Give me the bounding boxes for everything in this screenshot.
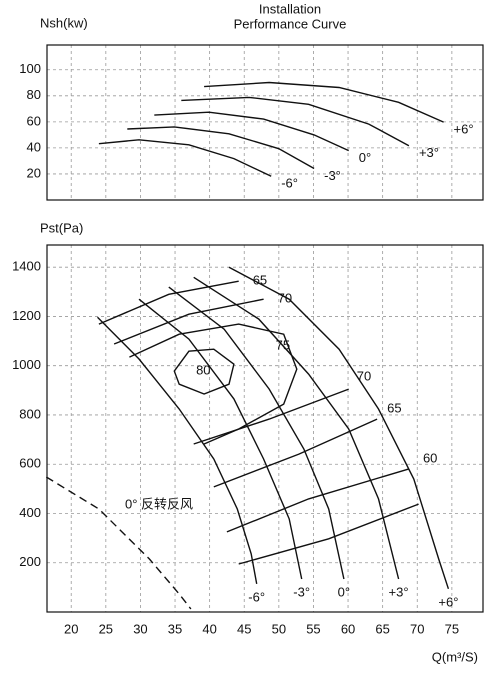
blade-curve [138,298,303,580]
x-tick-label: 30 [133,621,147,636]
y-axis-label: Pst(Pa) [40,220,83,235]
legend-label: +6° [454,122,474,137]
y-tick-label: 200 [19,554,41,569]
y-tick-label: 600 [19,456,41,471]
efficiency-label: 70 [357,369,371,384]
y-tick-label: 400 [19,505,41,520]
y-tick-label: 1400 [12,259,41,274]
x-tick-label: 65 [375,621,389,636]
efficiency-label: 75 [276,338,290,353]
chart-subtitle: Performance Curve [234,16,347,31]
efficiency-label: 70 [278,291,292,306]
y-tick-label: 1000 [12,357,41,372]
blade-curve [98,139,272,177]
x-axis-label: Q(m³/S) [432,649,478,664]
efficiency-curve [98,280,239,325]
x-tick-label: 70 [410,621,424,636]
legend-label: +6° [438,594,458,609]
x-tick-label: 40 [202,621,216,636]
efficiency-curve [173,348,235,395]
efficiency-curve [213,418,378,488]
efficiency-curve [193,388,349,445]
blade-curve [193,276,400,580]
y-tick-label: 100 [19,61,41,76]
blade-curve [228,266,450,590]
chart-title: Installation [259,1,321,16]
x-tick-label: 50 [272,621,286,636]
blade-curve [168,286,345,580]
y-tick-label: 20 [27,165,41,180]
x-tick-label: 20 [64,621,78,636]
y-tick-label: 60 [27,113,41,128]
plot-frame [46,44,484,201]
efficiency-label: 60 [423,450,437,465]
x-tick-label: 35 [168,621,182,636]
legend-label: 0° [359,150,371,165]
blade-curve [181,96,410,147]
legend-label: +3° [389,584,409,599]
legend-label: -3° [293,584,310,599]
y-axis-label: Nsh(kw) [40,15,88,30]
y-tick-label: 40 [27,139,41,154]
plot-frame [46,244,484,613]
reverse-curve [45,476,192,610]
efficiency-curve [238,503,419,565]
efficiency-curve [129,323,298,445]
legend-label: -3° [324,168,341,183]
efficiency-curve [226,468,410,533]
blade-curve [97,316,258,585]
legend-label: 0° [338,584,350,599]
y-tick-label: 1200 [12,308,41,323]
efficiency-label: 65 [253,273,267,288]
x-tick-label: 55 [306,621,320,636]
efficiency-label: 65 [387,401,401,416]
efficiency-label: 80 [196,363,210,378]
x-tick-label: 45 [237,621,251,636]
x-tick-label: 75 [445,621,459,636]
y-tick-label: 800 [19,406,41,421]
y-tick-label: 80 [27,87,41,102]
x-tick-label: 60 [341,621,355,636]
blade-curve [204,81,444,123]
legend-label: -6° [248,589,265,604]
efficiency-curve [113,298,264,345]
curve-label: 0° 反转反风 [125,496,193,511]
blade-curve [127,126,315,170]
blade-curve [154,111,349,152]
legend-label: -6° [281,176,298,191]
legend-label: +3° [419,145,439,160]
x-tick-label: 25 [99,621,113,636]
